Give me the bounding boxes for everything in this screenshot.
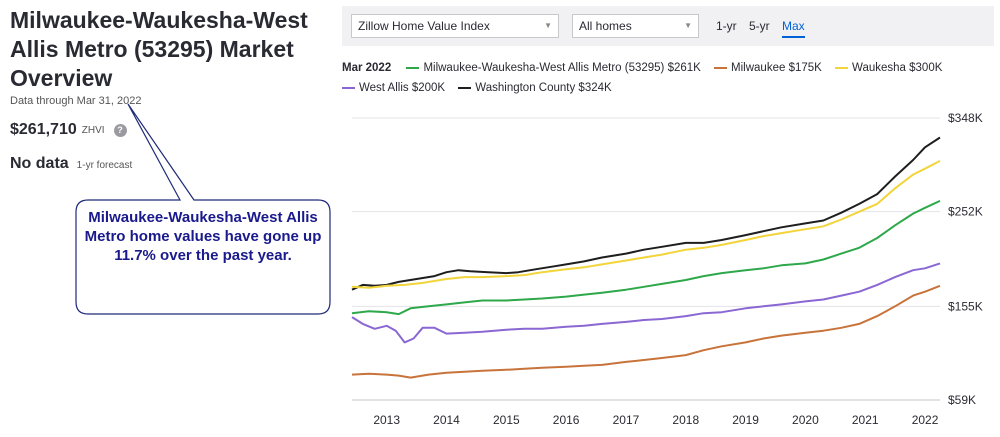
- x-tick-label: 2014: [433, 413, 460, 427]
- legend-date: Mar 2022: [342, 62, 392, 74]
- legend-swatch: [835, 66, 849, 69]
- legend-item-milwaukee[interactable]: Milwaukee $175K: [714, 58, 822, 78]
- index-select-value: Zillow Home Value Index: [358, 19, 490, 33]
- chevron-down-icon: ▼: [544, 21, 552, 30]
- zhvi-label: ZHVI: [81, 124, 105, 136]
- range-1yr[interactable]: 1-yr: [716, 19, 737, 33]
- x-tick-label: 2017: [613, 413, 640, 427]
- series-line-milwaukee-waukesha-west-allis-metro-53295: [351, 199, 941, 316]
- series-line-waukesha: [351, 160, 941, 289]
- help-icon[interactable]: ?: [113, 123, 127, 137]
- x-tick-label: 2022: [912, 413, 939, 427]
- home-value-chart[interactable]: $348K $252K $155K $59K 2013 2014 2015 2016 2017 2…: [340, 108, 996, 433]
- series-line-west-allis: [351, 262, 941, 344]
- home-type-select-value: All homes: [579, 19, 632, 33]
- y-tick-label: $348K: [948, 111, 983, 125]
- chevron-down-icon: ▼: [684, 21, 692, 30]
- chart-toolbar: Zillow Home Value Index ▼ All homes ▼ 1-…: [342, 6, 994, 46]
- page-title: Milwaukee-Waukesha-West Allis Metro (532…: [10, 7, 308, 91]
- x-tick-label: 2020: [792, 413, 819, 427]
- legend-swatch: [342, 86, 355, 89]
- chart-legend: Mar 2022 Milwaukee-Waukesha-West Allis M…: [342, 58, 992, 98]
- x-tick-label: 2019: [732, 413, 759, 427]
- zhvi-row: $261,710 ZHVI ?: [10, 121, 330, 139]
- y-tick-label: $59K: [948, 393, 976, 407]
- legend-swatch: [406, 66, 420, 69]
- legend-item-metro[interactable]: Milwaukee-Waukesha-West Allis Metro (532…: [406, 58, 701, 78]
- legend-label: Waukesha $300K: [852, 62, 943, 74]
- data-through-date: Data through Mar 31, 2022: [10, 95, 142, 107]
- range-5yr[interactable]: 5-yr: [749, 19, 770, 33]
- zhvi-value: $261,710: [10, 121, 77, 138]
- x-tick-label: 2015: [493, 413, 520, 427]
- legend-label: Milwaukee-Waukesha-West Allis Metro (532…: [423, 62, 701, 74]
- legend-label: Milwaukee $175K: [731, 62, 822, 74]
- x-tick-label: 2021: [852, 413, 879, 427]
- x-tick-label: 2013: [373, 413, 400, 427]
- home-type-select[interactable]: All homes ▼: [572, 14, 699, 38]
- overview-panel: Milwaukee-Waukesha-West Allis Metro (532…: [10, 6, 330, 173]
- legend-item-waukesha[interactable]: Waukesha $300K: [835, 58, 942, 78]
- series-line-milwaukee: [351, 284, 941, 379]
- y-tick-label: $155K: [948, 299, 983, 313]
- callout-text: Milwaukee-Waukesha-West Allis Metro home…: [84, 209, 322, 264]
- index-select[interactable]: Zillow Home Value Index ▼: [351, 14, 559, 38]
- legend-label: Washington County $324K: [475, 82, 612, 94]
- forecast-label: 1-yr forecast: [76, 160, 133, 171]
- legend-label: West Allis $200K: [359, 82, 446, 94]
- forecast-value: No data: [10, 155, 69, 172]
- legend-swatch: [458, 86, 472, 89]
- x-tick-label: 2018: [672, 413, 699, 427]
- legend-item-west-allis[interactable]: West Allis $200K: [342, 78, 445, 98]
- forecast-row: No data 1-yr forecast: [10, 155, 330, 173]
- y-tick-label: $252K: [948, 205, 983, 219]
- series-line-washington-county: [351, 136, 941, 291]
- legend-swatch: [714, 66, 728, 69]
- legend-item-washington-county[interactable]: Washington County $324K: [458, 78, 612, 98]
- range-max[interactable]: Max: [782, 14, 805, 38]
- x-tick-label: 2016: [553, 413, 580, 427]
